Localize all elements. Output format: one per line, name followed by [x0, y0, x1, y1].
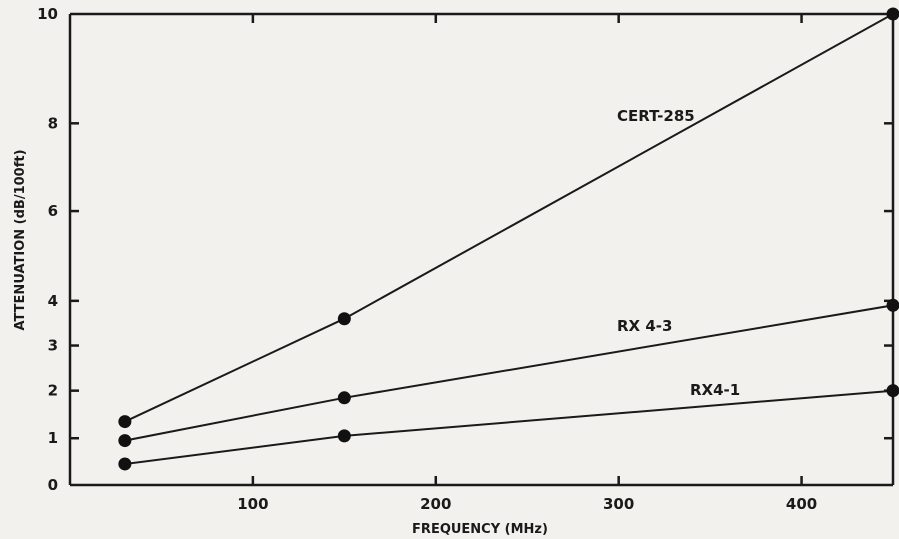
- x-tick-label: 100: [237, 495, 268, 513]
- y-tick-label: 6: [48, 202, 58, 220]
- data-point-rx-4-3: [118, 434, 132, 448]
- series-label-rx-4-3: RX 4-3: [617, 317, 672, 335]
- data-point-cert-285: [886, 7, 899, 21]
- x-tick-label: 200: [420, 495, 451, 513]
- y-tick-label: 1: [48, 429, 58, 447]
- series-layer: CERT-285 RX 4-3 RX4-1: [118, 7, 899, 471]
- series-line-rx4-1: [124, 389, 894, 465]
- data-point-rx-4-3: [337, 391, 351, 405]
- y-tick-label: 8: [48, 114, 58, 132]
- series-line-cert-285: [124, 13, 894, 423]
- data-point-rx4-1: [337, 429, 351, 443]
- y-tick-label: 3: [48, 337, 58, 355]
- series-label-cert-285: CERT-285: [617, 107, 695, 125]
- x-tick-label: 300: [603, 495, 634, 513]
- y-tick-label: 0: [48, 476, 58, 494]
- series-line-rx-4-3: [124, 304, 894, 442]
- data-point-rx-4-3: [886, 298, 899, 312]
- data-point-cert-285: [337, 312, 351, 326]
- plot-frame: [68, 12, 895, 487]
- y-tick-label: 2: [48, 382, 58, 400]
- y-tick-label: 10: [37, 5, 58, 23]
- x-axis-ticks: 100 200 300 400: [237, 14, 817, 513]
- x-tick-label: 400: [786, 495, 817, 513]
- y-tick-label: 4: [48, 292, 58, 310]
- data-point-rx4-1: [886, 384, 899, 398]
- y-axis-title: ATTENUATION (dB/100ft): [13, 149, 28, 330]
- y-axis-ticks: 0 1 2 3 4 6 8 10: [37, 5, 893, 494]
- data-point-cert-285: [118, 415, 132, 429]
- x-axis-title: FREQUENCY (MHz): [412, 522, 548, 537]
- series-label-rx4-1: RX4-1: [690, 381, 740, 399]
- data-point-rx4-1: [118, 457, 132, 471]
